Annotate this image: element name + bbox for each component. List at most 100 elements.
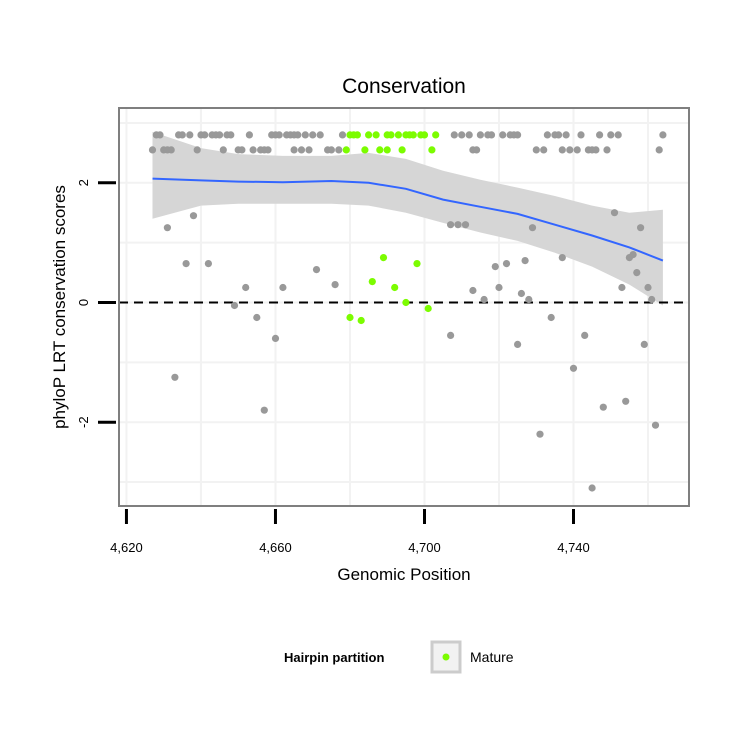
data-point-other xyxy=(290,146,298,154)
data-point-other xyxy=(637,224,645,232)
data-point-other xyxy=(469,286,477,295)
data-point-other xyxy=(312,266,321,274)
chart-title: Conservation xyxy=(342,75,466,98)
data-point-other xyxy=(581,331,589,339)
data-point-other xyxy=(476,131,484,139)
data-point-other xyxy=(230,301,239,310)
data-point-other xyxy=(227,131,235,139)
data-point-other xyxy=(562,131,570,139)
data-point-other xyxy=(201,131,209,139)
data-point-other xyxy=(603,146,611,154)
data-point-mature xyxy=(420,131,429,139)
data-point-other xyxy=(640,340,648,348)
legend-title: Hairpin partition xyxy=(284,650,384,665)
confidence-ribbon-group xyxy=(152,131,663,306)
data-point-mature xyxy=(368,278,376,286)
data-point-mature xyxy=(424,304,432,313)
data-point-mature xyxy=(346,313,354,322)
data-point-other xyxy=(547,313,555,322)
data-point-other xyxy=(249,146,257,154)
data-point-other xyxy=(514,340,522,348)
y-tick-label: 2 xyxy=(76,179,91,186)
data-point-other xyxy=(614,131,622,139)
data-point-other xyxy=(633,269,641,277)
data-point-other xyxy=(316,131,324,139)
x-axis-label: Genomic Position xyxy=(337,565,470,584)
data-point-mature xyxy=(357,316,365,325)
data-point-other xyxy=(487,131,496,139)
data-point-mature xyxy=(409,131,417,139)
data-point-other xyxy=(607,131,615,139)
data-point-other xyxy=(189,212,198,220)
data-point-other xyxy=(558,146,566,154)
data-point-mature xyxy=(413,260,421,268)
data-point-other xyxy=(216,131,224,139)
data-point-mature xyxy=(394,131,402,139)
data-point-other xyxy=(275,131,283,139)
data-point-other xyxy=(253,313,261,322)
data-point-other xyxy=(454,221,462,229)
data-point-other xyxy=(238,146,246,154)
data-point-other xyxy=(577,131,585,139)
legend-key-mature-dot xyxy=(442,653,450,661)
data-point-other xyxy=(618,283,626,292)
x-tick-label: 4,700 xyxy=(408,540,441,555)
data-point-other xyxy=(596,131,604,139)
smooth-trend-line xyxy=(152,177,664,262)
data-point-other xyxy=(204,260,212,268)
data-point-other xyxy=(566,146,574,154)
y-tick-label: 0 xyxy=(76,299,91,306)
data-point-mature xyxy=(372,131,380,139)
data-point-other xyxy=(450,131,458,139)
data-point-other xyxy=(629,251,637,259)
data-point-other xyxy=(219,146,227,154)
x-tick-label: 4,620 xyxy=(110,540,143,555)
data-point-other xyxy=(525,295,533,304)
data-point-other xyxy=(186,131,194,139)
data-point-other xyxy=(294,131,302,139)
data-point-other xyxy=(555,131,563,139)
data-point-other xyxy=(480,295,488,304)
data-point-other xyxy=(301,131,309,139)
data-points xyxy=(148,131,667,492)
data-point-other xyxy=(491,263,499,271)
data-point-mature xyxy=(428,146,436,154)
data-point-other xyxy=(659,131,667,139)
data-point-other xyxy=(271,334,280,342)
data-point-other xyxy=(260,406,268,414)
data-point-other xyxy=(447,331,455,339)
data-point-other xyxy=(163,224,171,232)
data-point-other xyxy=(458,131,466,139)
legend: Hairpin partition Mature xyxy=(284,640,514,674)
data-point-mature xyxy=(432,131,440,139)
data-point-other xyxy=(651,421,660,429)
data-point-other xyxy=(644,283,652,292)
data-point-mature xyxy=(361,146,369,154)
data-point-other xyxy=(569,364,578,372)
data-point-other xyxy=(309,131,317,139)
smooth-line-group xyxy=(152,177,664,262)
data-point-mature xyxy=(398,146,406,154)
y-axis-label: phyloP LRT conservation scores xyxy=(50,185,69,429)
data-point-other xyxy=(297,146,306,154)
data-point-other xyxy=(461,221,470,229)
data-point-other xyxy=(528,224,537,232)
data-point-other xyxy=(473,146,481,154)
data-point-mature xyxy=(353,131,361,139)
data-point-other xyxy=(305,146,313,154)
panel-border xyxy=(118,107,690,507)
data-point-other xyxy=(245,131,253,139)
data-point-mature xyxy=(387,131,395,139)
data-point-other xyxy=(588,484,596,492)
data-point-other xyxy=(171,373,179,381)
data-point-other xyxy=(558,254,566,262)
data-point-other xyxy=(495,283,503,292)
data-point-mature xyxy=(402,298,410,307)
data-point-other xyxy=(242,283,250,292)
x-tick-label: 4,660 xyxy=(259,540,292,555)
data-point-other xyxy=(536,430,544,438)
data-point-other xyxy=(648,295,656,304)
data-point-other xyxy=(331,281,339,289)
data-point-other xyxy=(178,131,186,139)
